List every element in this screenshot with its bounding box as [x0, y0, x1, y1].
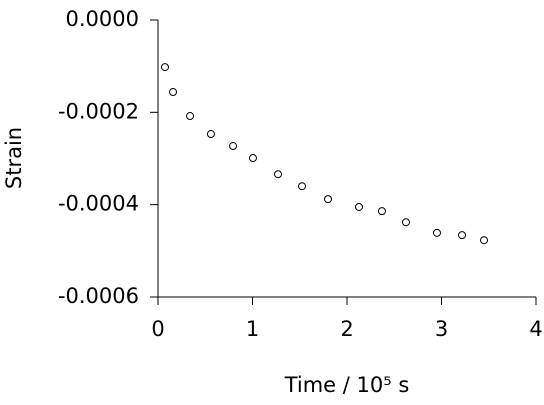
x-tick-label: 0	[151, 317, 164, 341]
point	[274, 170, 283, 179]
point	[432, 228, 441, 237]
y-tick-label: -0.0004	[58, 192, 139, 216]
y-tick-label: -0.0002	[58, 99, 139, 123]
y-tick-label: 0.0000	[66, 7, 139, 31]
point	[298, 182, 307, 191]
x-tick-label: 3	[435, 317, 448, 341]
point	[160, 63, 169, 72]
y-axis-label: Strain	[2, 127, 26, 189]
point	[480, 236, 489, 245]
y-tick-label: -0.0006	[58, 284, 139, 308]
point	[248, 154, 257, 163]
point	[324, 195, 333, 204]
point	[355, 202, 364, 211]
x-tick-label: 1	[246, 317, 259, 341]
point	[186, 112, 195, 121]
point	[169, 88, 178, 97]
point	[377, 207, 386, 216]
point	[229, 142, 238, 151]
point	[401, 218, 410, 227]
point	[206, 130, 215, 139]
x-tick-label: 4	[529, 317, 542, 341]
point	[458, 231, 467, 240]
x-axis-label: Time / 10⁵ s	[284, 373, 410, 397]
x-tick-label: 2	[340, 317, 353, 341]
